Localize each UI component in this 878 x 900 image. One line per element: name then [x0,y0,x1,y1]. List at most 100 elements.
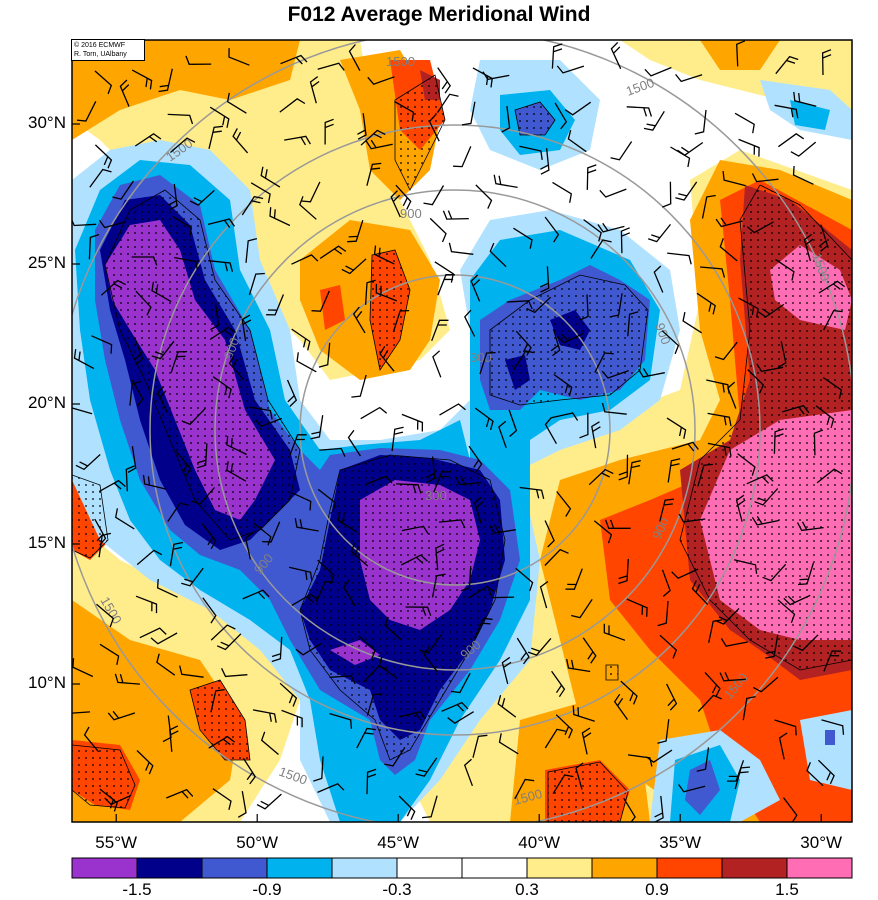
wind-barb [653,265,664,293]
wind-barb [823,309,843,331]
wind-barb [691,580,709,606]
wind-barb [396,483,422,494]
wind-barb [250,182,271,204]
wind-barb [782,797,798,822]
wind-barb [823,650,842,672]
wind-barb [260,731,279,755]
wind-barb [375,283,398,302]
wind-barb [133,337,144,366]
wind-barb [591,421,601,449]
wind-barb [212,376,232,399]
wind-barb [553,373,573,397]
wind-barb [343,579,356,607]
wind-barb [167,502,189,522]
wind-barb [357,113,367,140]
wind-barb [513,227,533,249]
y-tick-label: 25°N [28,253,66,272]
colorbar-label: 1.5 [775,880,799,899]
colorbar-segment [71,857,138,879]
map-field: 1500 1500 1500 900 900 300 300 900 1500 … [72,40,852,822]
wind-barb [310,415,324,440]
wind-barb [515,567,534,592]
wind-barb [566,658,591,673]
wind-barb [597,222,625,233]
colorbar-label: -0.9 [252,880,282,899]
wind-barb [468,585,495,599]
wind-barb [245,237,258,263]
wind-barb [378,656,398,679]
wind-barb [792,165,814,185]
wind-barb [271,636,283,663]
wind-barb [170,350,188,374]
wind-barb [129,380,142,406]
y-tick-label: 30°N [28,113,66,132]
wind-barb [720,638,748,647]
wind-barb [450,672,471,694]
wind-barb [582,637,597,664]
wind-barb [169,137,196,153]
wind-barb [73,349,95,370]
wind-barb [156,385,168,413]
wind-barb [579,412,589,439]
wind-barb [701,194,716,219]
wind-barb [657,601,669,627]
wind-barb [599,188,627,198]
wind-barb [441,701,469,712]
wind-barb [241,195,264,216]
wind-barb [586,164,597,190]
wind-barb [583,219,602,242]
wind-barb [209,326,237,341]
wind-barb [319,245,347,259]
wind-barb [751,173,779,183]
wind-barb [593,520,613,544]
colorbar-segment [526,857,593,879]
wind-barb [337,511,358,533]
wind-barb [156,578,178,598]
wind-barb [431,573,446,598]
wind-barb [627,311,639,337]
wind-barb [398,710,426,721]
wind-barb [707,412,732,427]
wind-barb [628,459,641,485]
wind-barb [433,471,451,493]
wind-barb [317,488,337,512]
wind-barb [501,105,511,133]
wind-barb [309,76,320,104]
wind-barb [659,634,678,659]
wind-barb [552,181,573,203]
wind-barb [228,355,245,381]
wind-barb [432,350,442,378]
wind-barb [675,181,698,201]
wind-barb [498,420,507,449]
wind-barb [821,719,845,735]
credit-box: © 2016 ECMWF R. Torn, UAlbany [71,39,145,61]
wind-barb [423,646,439,673]
wind-barb [697,463,713,487]
wind-barb [719,672,746,682]
wind-barb [168,183,178,211]
wind-barb [473,496,484,524]
wind-barb [166,788,194,799]
wind-barb [742,695,756,721]
wind-barb [796,521,824,532]
wind-barb [114,673,140,685]
wind-barb [366,693,383,716]
wind-barb [72,658,94,678]
wind-barb [208,260,234,272]
map-title: F012 Average Meridional Wind [287,3,591,26]
wind-barb [479,351,496,375]
wind-barb [747,369,765,394]
wind-barb [189,189,215,206]
wind-barb [790,141,817,157]
wind-barb [279,682,298,707]
wind-barb [601,402,627,415]
wind-barb [746,474,774,485]
wind-barb [667,252,692,265]
wind-barb [329,712,353,729]
wind-barb [94,70,113,95]
x-tick-label: 55°W [95,833,138,852]
wind-barb [232,128,249,154]
wind-barb [83,726,100,753]
wind-barb [301,181,321,203]
wind-barb [816,468,843,484]
